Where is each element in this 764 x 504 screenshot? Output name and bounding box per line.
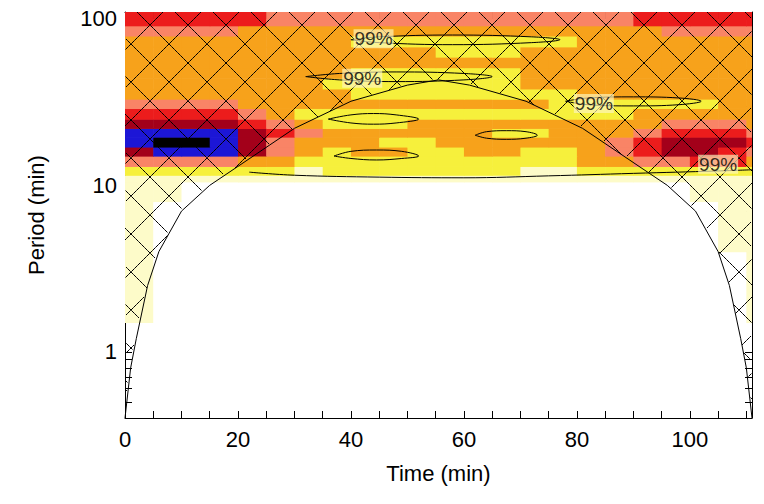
svg-text:80: 80 — [565, 427, 589, 452]
svg-text:40: 40 — [339, 427, 363, 452]
svg-text:99%: 99% — [575, 93, 613, 114]
svg-text:60: 60 — [452, 427, 476, 452]
svg-text:Time (min): Time (min) — [386, 461, 490, 486]
svg-text:10: 10 — [93, 173, 117, 198]
svg-text:100: 100 — [672, 427, 709, 452]
svg-text:Period (min): Period (min) — [24, 155, 49, 275]
svg-text:1: 1 — [105, 339, 117, 364]
svg-text:100: 100 — [80, 6, 117, 31]
svg-text:99%: 99% — [343, 68, 381, 89]
svg-text:0: 0 — [119, 427, 131, 452]
svg-text:20: 20 — [226, 427, 250, 452]
svg-text:99%: 99% — [699, 154, 737, 175]
svg-text:99%: 99% — [355, 28, 393, 49]
